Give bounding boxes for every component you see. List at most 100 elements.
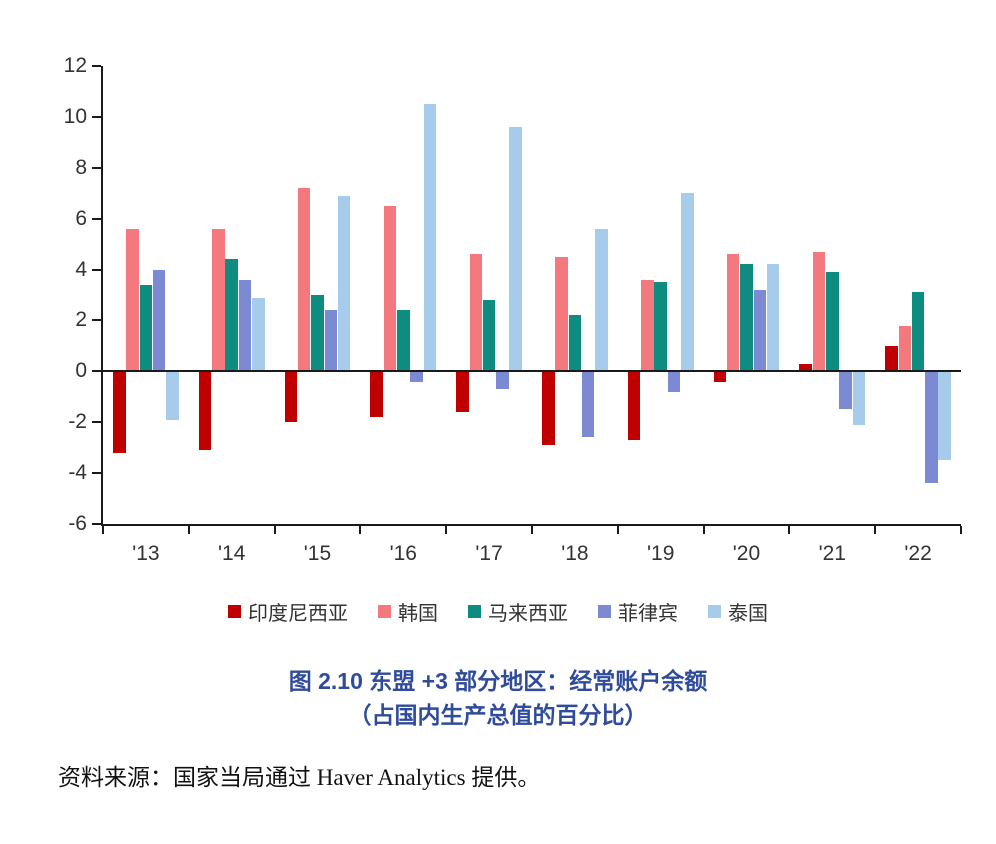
bar-malaysia-13 [139,284,153,372]
bar-philippines-18 [581,371,595,438]
y-tick-label: 4 [75,257,87,281]
legend-label-philippines: 菲律宾 [618,603,678,625]
bar-indonesia-21 [799,363,812,372]
legend-item-thailand: 泰国 [708,597,768,626]
x-tick-label: '19 [647,542,675,565]
bar-philippines-14 [238,279,252,372]
bar-korea-21 [812,251,826,372]
chart-title: 图 2.10 东盟 +3 部分地区：经常账户余额 （占国内生产总值的百分比） [0,664,996,732]
x-tick [273,526,276,534]
y-tick [92,421,101,424]
y-tick [92,523,101,525]
legend-label-malaysia: 马来西亚 [488,603,568,625]
x-tick [102,526,104,534]
chart-title-line1: 图 2.10 东盟 +3 部分地区：经常账户余额 [288,668,708,694]
bar-korea-17 [469,254,483,372]
bar-malaysia-15 [311,295,324,372]
x-tick [445,526,448,534]
bar-malaysia-14 [225,259,238,372]
legend-swatch-korea [378,605,391,618]
bar-philippines-13 [152,269,166,372]
x-tick-label: '14 [218,542,246,565]
y-tick-label: 10 [63,104,87,128]
x-tick-label: '16 [389,542,417,565]
legend-swatch-indonesia [228,605,241,618]
y-tick-label: 6 [75,206,87,230]
x-tick [788,526,791,534]
bar-korea-20 [726,254,740,372]
bar-korea-14 [212,228,225,372]
bar-malaysia-22 [911,292,925,372]
x-tick [616,526,619,534]
x-tick [874,526,877,534]
bar-philippines-20 [753,289,767,372]
bar-malaysia-19 [654,282,667,372]
legend-item-philippines: 菲律宾 [598,597,678,626]
legend-label-korea: 韩国 [398,603,438,625]
y-tick-label: -2 [68,410,87,434]
bar-thailand-21 [852,371,866,425]
bar-korea-15 [297,188,311,372]
legend: 印度尼西亚 韩国 马来西亚 菲律宾 泰国 [0,597,996,626]
bar-philippines-19 [667,371,681,392]
legend-item-indonesia: 印度尼西亚 [228,597,348,626]
bar-korea-19 [641,279,654,372]
bar-philippines-22 [925,371,938,484]
bar-thailand-20 [766,264,780,372]
y-tick [92,370,101,373]
y-tick [92,65,101,67]
x-tick-label: '20 [732,542,761,565]
bar-thailand-17 [509,127,522,372]
x-tick-label: '18 [561,542,589,565]
y-tick-label: 8 [75,155,87,179]
y-axis-line [101,66,103,526]
bar-thailand-22 [938,371,951,461]
bar-thailand-14 [252,297,265,372]
bar-korea-13 [126,228,139,372]
x-axis-line [101,524,961,526]
y-tick-label: -4 [68,461,87,485]
x-tick-label: '22 [904,542,932,565]
bar-philippines-21 [839,371,852,410]
bar-indonesia-19 [627,371,641,441]
bar-indonesia-17 [456,371,469,413]
source-note: 资料来源：国家当局通过 Haver Analytics 提供。 [58,765,541,790]
bar-malaysia-20 [740,264,753,372]
x-tick [531,526,533,534]
y-tick [92,115,101,118]
chart-title-line2: （占国内生产总值的百分比） [348,702,648,728]
bar-thailand-19 [681,193,694,372]
legend-swatch-malaysia [468,605,481,618]
bar-malaysia-18 [568,315,582,372]
x-tick-label: '13 [132,542,160,565]
bar-philippines-16 [410,371,423,382]
bar-malaysia-16 [397,310,410,372]
bar-thailand-15 [337,195,351,372]
x-tick [359,526,362,534]
y-tick [92,166,101,169]
y-tick [92,217,101,220]
bar-korea-22 [898,325,912,372]
x-tick [187,526,190,534]
y-tick [92,472,101,475]
bar-indonesia-14 [198,371,212,451]
plot-area: 12 10 8 6 4 2 0 -2 -4 -6 '13 '14 '15 '16 '17 '18 '19 '20 '… [64,54,962,565]
bar-thailand-13 [166,371,179,420]
legend-label-indonesia: 印度尼西亚 [248,603,348,625]
legend-item-korea: 韩国 [378,597,438,626]
x-tick [702,526,705,534]
bar-korea-18 [555,256,568,372]
legend-swatch-philippines [598,605,611,618]
bar-philippines-15 [324,310,338,372]
y-tick-label: 2 [75,308,87,332]
bar-thailand-18 [595,228,608,372]
bar-korea-16 [383,205,397,372]
zero-line [103,370,961,373]
bar-indonesia-13 [113,371,126,453]
y-tick [92,319,101,322]
bar-indonesia-15 [284,371,298,423]
x-tick-label: '17 [475,542,503,565]
x-tick [960,526,962,534]
bar-indonesia-18 [542,371,555,446]
